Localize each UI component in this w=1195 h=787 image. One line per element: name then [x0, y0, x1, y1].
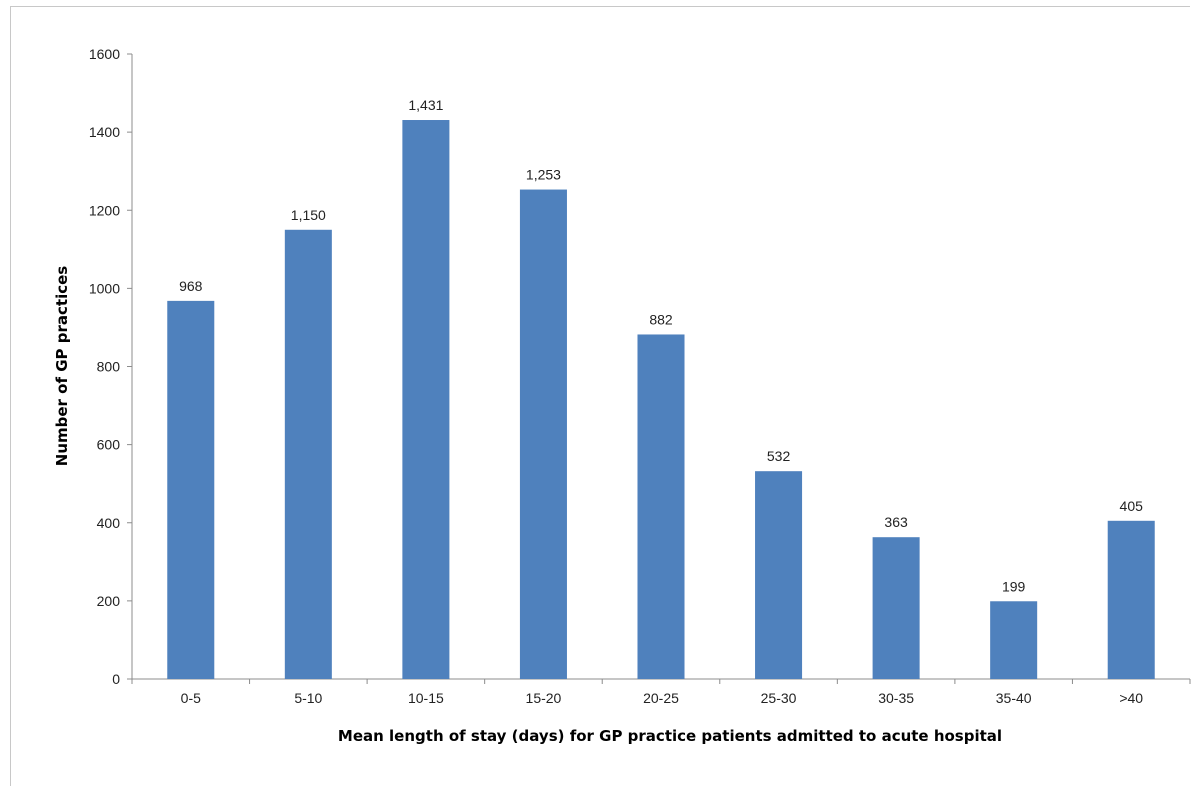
y-tick-label: 0	[112, 671, 120, 687]
data-label: 882	[649, 311, 673, 327]
y-tick-label: 800	[97, 359, 121, 375]
data-label: 1,150	[291, 207, 326, 223]
y-tick-label: 1000	[89, 280, 120, 296]
x-tick-label: 25-30	[761, 690, 797, 706]
x-axis-title: Mean length of stay (days) for GP practi…	[338, 727, 1002, 745]
data-labels: 968 1,150 1,431 1,253 882 532 363 199 405	[179, 97, 1143, 594]
data-label: 968	[179, 278, 203, 294]
data-label: 1,253	[526, 167, 561, 183]
data-label: 199	[1002, 578, 1026, 594]
x-tick-label: 35-40	[996, 690, 1032, 706]
bar	[755, 471, 803, 679]
y-tick-label: 600	[97, 437, 121, 453]
y-tick-labels: 0 200 400 600 800 1000 1200 1400 1600	[89, 46, 120, 687]
y-tick-label: 200	[97, 593, 121, 609]
x-tick-labels: 0-5 5-10 10-15 15-20 20-25 25-30 30-35 35-40 >40	[181, 690, 1144, 706]
bar	[1107, 520, 1155, 679]
x-tick-label: 0-5	[181, 690, 201, 706]
bar	[872, 537, 920, 679]
y-tick-label: 400	[97, 515, 121, 531]
bar	[402, 120, 450, 679]
x-tick-label: 15-20	[526, 690, 562, 706]
data-label: 405	[1120, 498, 1144, 514]
bar	[990, 601, 1038, 679]
bar	[167, 300, 215, 679]
bar	[637, 334, 685, 679]
x-tick-label: >40	[1119, 690, 1143, 706]
bar-series	[167, 120, 1155, 679]
bar	[519, 189, 567, 679]
y-axis-title: Number of GP practices	[53, 266, 71, 466]
data-label: 363	[884, 514, 908, 530]
chart-frame	[10, 6, 1190, 786]
data-label: 1,431	[408, 97, 443, 113]
data-label: 532	[767, 448, 791, 464]
y-tick-label: 1600	[89, 46, 120, 62]
y-tick-label: 1400	[89, 124, 120, 140]
x-tick-label: 30-35	[878, 690, 914, 706]
bar	[284, 229, 332, 679]
x-tick-label: 20-25	[643, 690, 679, 706]
y-tick-label: 1200	[89, 202, 120, 218]
x-tick-label: 10-15	[408, 690, 444, 706]
x-tick-label: 5-10	[294, 690, 322, 706]
